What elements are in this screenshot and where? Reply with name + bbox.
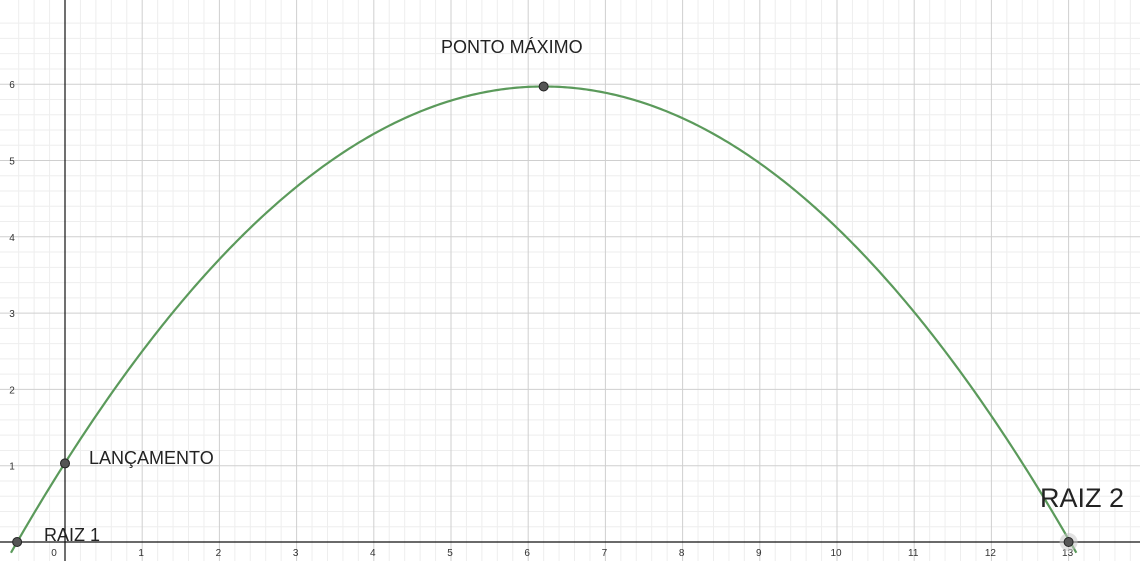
x-tick-label: 1 [138,548,144,559]
label-raiz-2: RAIZ 2 [1040,483,1124,513]
x-tick-label: 3 [293,548,299,559]
y-tick-label: 5 [9,157,15,168]
x-tick-label: 10 [830,548,842,559]
point-labels: RAIZ 1 LANÇAMENTO PONTO MÁXIMO RAIZ 2 [44,37,1124,545]
x-tick-label: 4 [370,548,376,559]
point-raiz-2[interactable] [1063,537,1074,547]
label-raiz-1: RAIZ 1 [44,525,100,545]
x-tick-label: 2 [216,548,222,559]
x-tick-label: 7 [602,548,608,559]
y-tick-labels: 1 2 3 4 5 6 [9,80,15,473]
point-raiz-1[interactable] [12,537,23,547]
y-tick-label: 2 [9,385,15,396]
y-tick-label: 4 [9,233,15,244]
x-tick-label: 5 [447,548,453,559]
x-tick-label: 8 [679,548,685,559]
label-lancamento: LANÇAMENTO [89,448,214,468]
x-tick-label: 6 [524,548,530,559]
label-ponto-maximo: PONTO MÁXIMO [441,37,583,57]
point-ponto-maximo[interactable] [538,81,549,92]
x-tick-label: 12 [985,548,997,559]
y-tick-label: 6 [9,80,15,91]
x-tick-label: 0 [51,548,57,559]
y-tick-label: 3 [9,309,15,320]
marked-points [12,81,1078,551]
x-tick-label: 11 [908,548,919,559]
y-tick-label: 1 [9,462,15,473]
point-lancamento[interactable] [60,458,70,469]
x-tick-label: 9 [756,548,762,559]
x-tick-label: 13 [1062,548,1074,559]
